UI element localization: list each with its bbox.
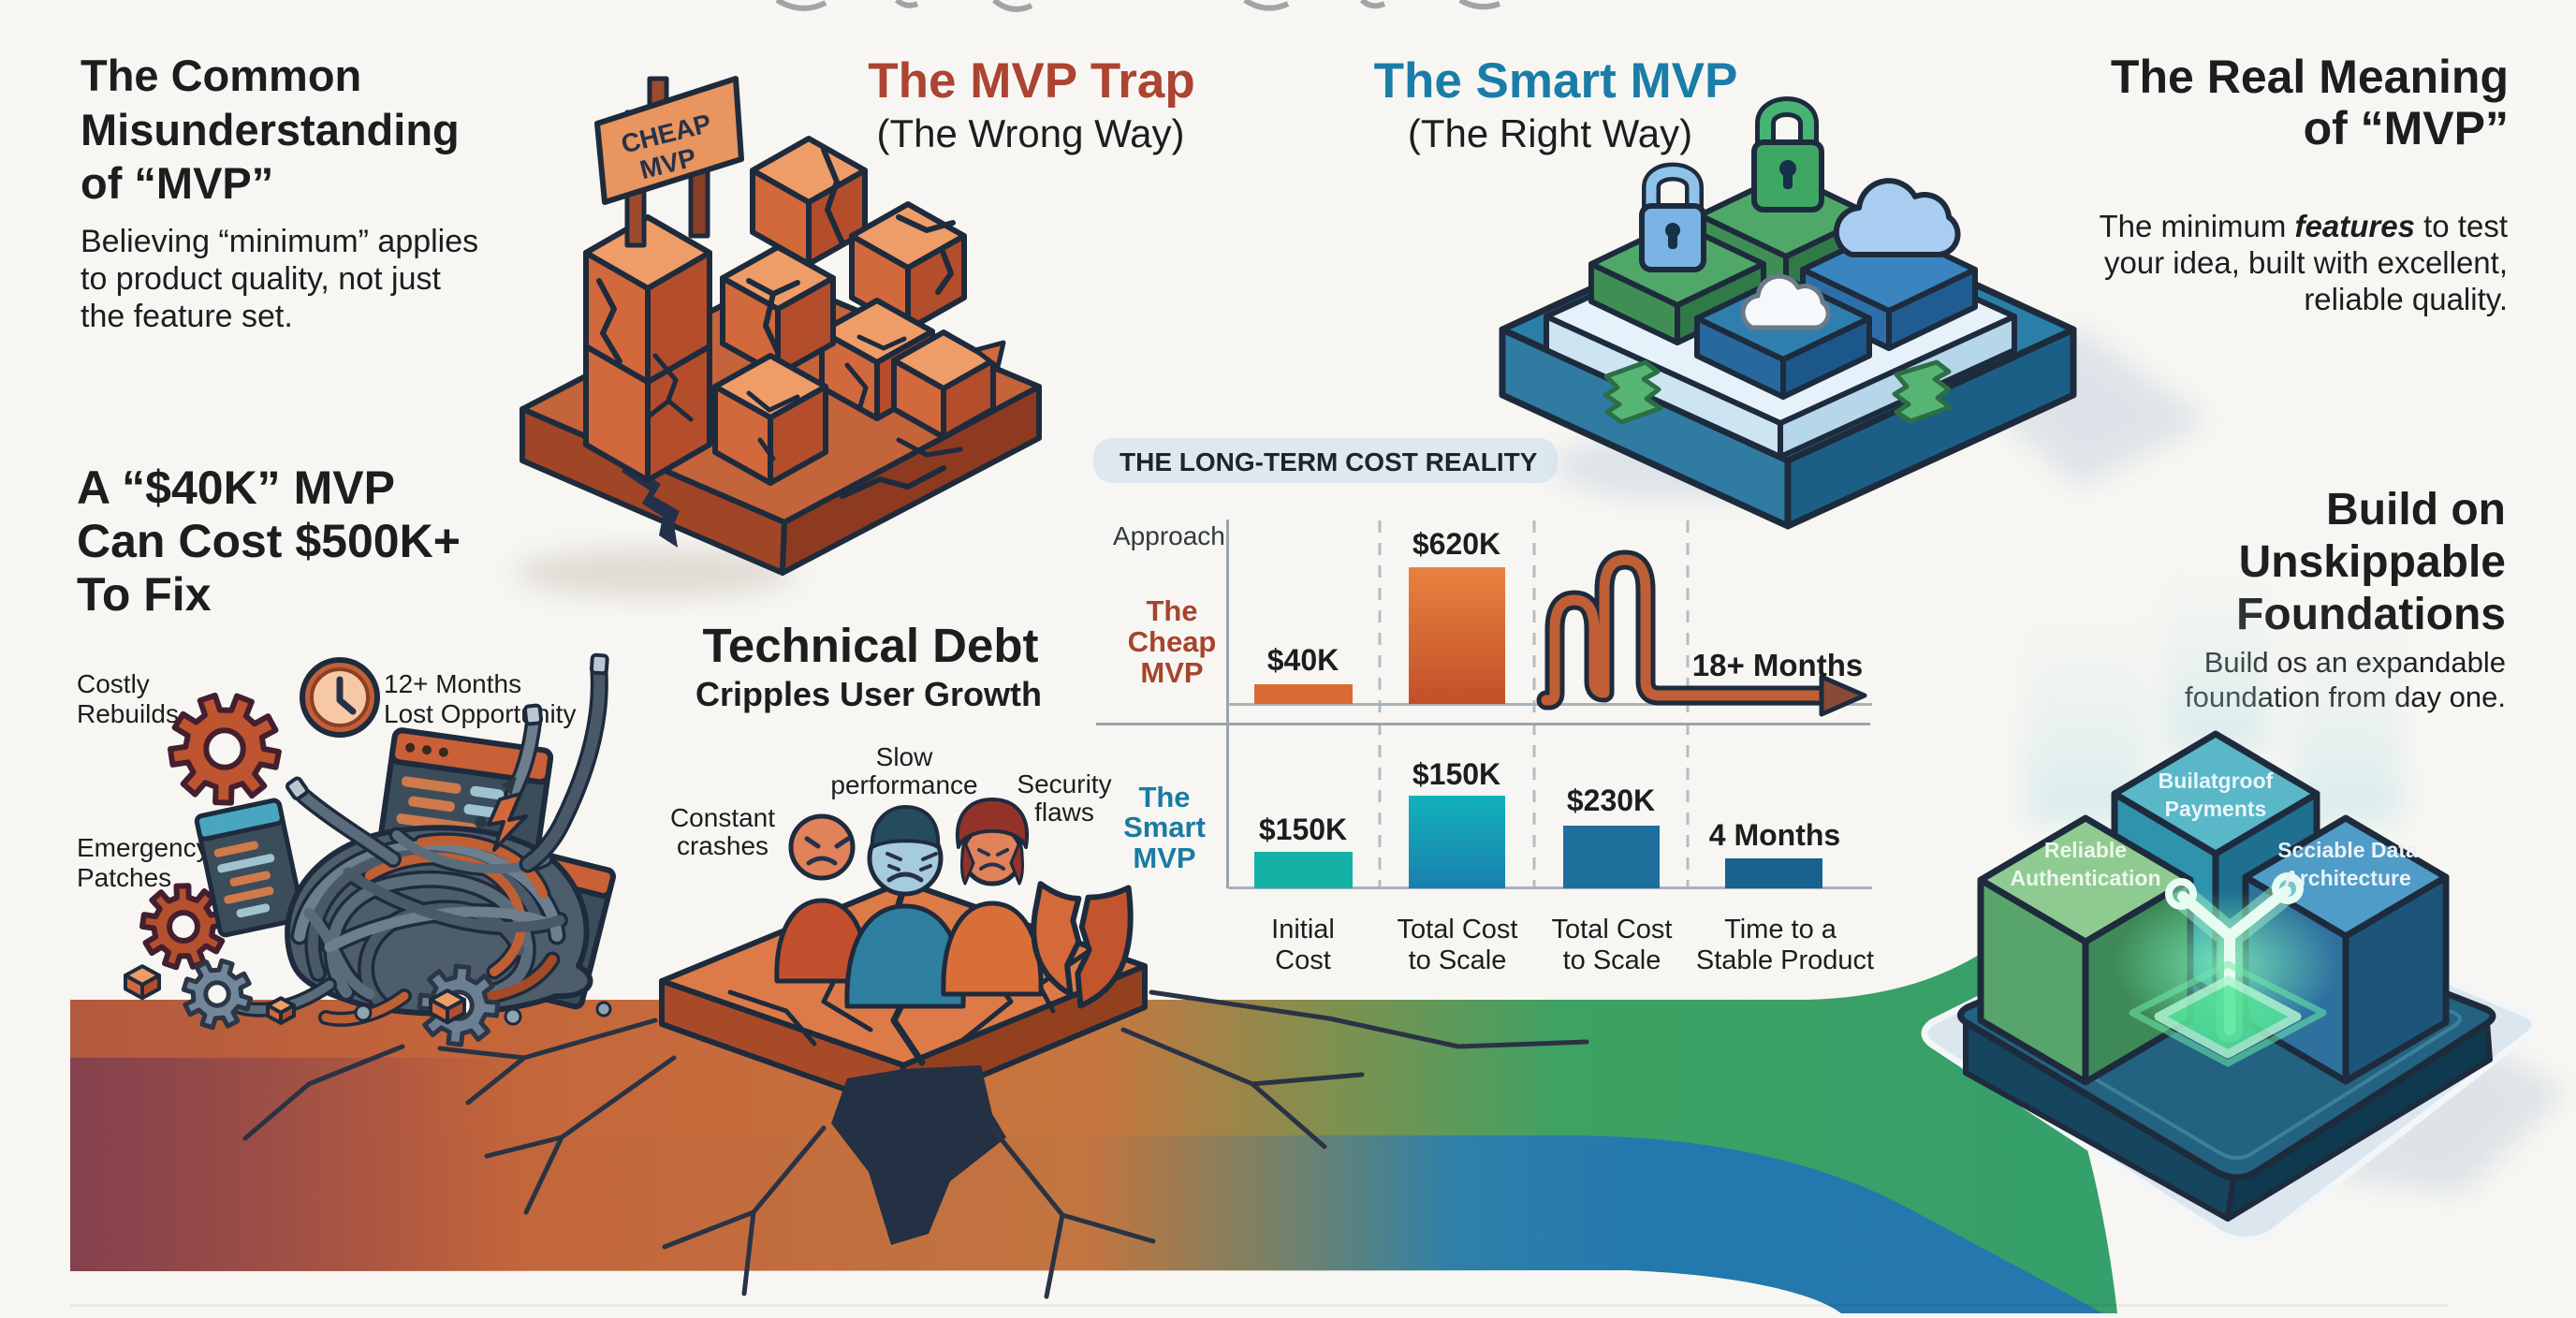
- svg-text:To Fix: To Fix: [77, 568, 212, 621]
- svg-text:Cheap: Cheap: [1128, 625, 1217, 658]
- svg-text:Security: Security: [1017, 769, 1111, 798]
- svg-text:Costly: Costly: [77, 669, 150, 698]
- svg-text:Initial: Initial: [1271, 915, 1335, 945]
- svg-text:Smart: Smart: [1123, 811, 1206, 843]
- svg-text:MVP: MVP: [1140, 656, 1203, 689]
- svg-text:4 Months: 4 Months: [1709, 818, 1840, 852]
- svg-text:Total Cost: Total Cost: [1398, 915, 1518, 945]
- svg-text:Patches: Patches: [77, 863, 171, 892]
- svg-text:The MVP Trap: The MVP Trap: [868, 53, 1195, 109]
- svg-text:flaws: flaws: [1034, 798, 1094, 827]
- svg-text:Authentication: Authentication: [2011, 866, 2161, 890]
- svg-text:$230K: $230K: [1567, 783, 1655, 817]
- svg-text:The: The: [1138, 781, 1190, 813]
- svg-text:The: The: [1146, 594, 1197, 627]
- svg-text:reliable quality.: reliable quality.: [2304, 282, 2508, 316]
- svg-text:of “MVP”: of “MVP”: [2304, 102, 2509, 154]
- svg-text:Architecture: Architecture: [2284, 866, 2410, 890]
- svg-text:(The Right Way): (The Right Way): [1408, 111, 1692, 155]
- svg-text:Builatgroof: Builatgroof: [2159, 769, 2274, 793]
- svg-text:The Common: The Common: [80, 51, 361, 100]
- svg-text:Lost Opportunity: Lost Opportunity: [384, 699, 576, 728]
- svg-text:Rebuilds: Rebuilds: [77, 699, 179, 728]
- svg-text:of “MVP”: of “MVP”: [80, 158, 273, 208]
- svg-text:Can Cost $500K+: Can Cost $500K+: [77, 515, 461, 567]
- svg-text:Believing “minimum” applies: Believing “minimum” applies: [80, 224, 478, 259]
- svg-text:MVP: MVP: [1133, 842, 1195, 874]
- svg-text:The Real Meaning: The Real Meaning: [2111, 51, 2509, 103]
- svg-text:Emergency: Emergency: [77, 833, 210, 862]
- svg-text:12+ Months: 12+ Months: [384, 669, 521, 698]
- svg-text:to product quality, not just: to product quality, not just: [80, 261, 441, 297]
- svg-text:Approach: Approach: [1113, 521, 1225, 550]
- svg-text:Total Cost: Total Cost: [1552, 915, 1673, 945]
- svg-text:A “$40K” MVP: A “$40K” MVP: [77, 461, 395, 514]
- svg-text:your idea, built with excellen: your idea, built with excellent,: [2104, 245, 2508, 280]
- svg-text:$40K: $40K: [1267, 643, 1339, 677]
- svg-text:Scciable Data: Scciable Data: [2277, 838, 2418, 862]
- svg-text:The Smart MVP: The Smart MVP: [1374, 53, 1738, 109]
- svg-text:Stable Product: Stable Product: [1696, 945, 1874, 975]
- svg-text:(The Wrong Way): (The Wrong Way): [876, 111, 1184, 155]
- svg-text:$150K: $150K: [1259, 813, 1347, 846]
- svg-text:Payments: Payments: [2165, 797, 2267, 821]
- svg-text:Technical Debt: Technical Debt: [703, 619, 1039, 672]
- svg-text:Cost: Cost: [1275, 945, 1331, 975]
- svg-text:Misunderstanding: Misunderstanding: [80, 105, 460, 154]
- svg-text:$620K: $620K: [1412, 527, 1500, 561]
- svg-text:$150K: $150K: [1412, 757, 1500, 791]
- svg-text:The minimum features to test: The minimum features to test: [2100, 209, 2509, 243]
- svg-text:Reliable: Reliable: [2044, 838, 2127, 862]
- svg-text:crashes: crashes: [677, 831, 768, 860]
- svg-text:Build on: Build on: [2326, 485, 2506, 535]
- svg-text:to Scale: to Scale: [1563, 945, 1661, 975]
- svg-text:Slow: Slow: [876, 742, 933, 771]
- svg-text:Constant: Constant: [670, 803, 775, 832]
- svg-text:Cripples User Growth: Cripples User Growth: [695, 675, 1042, 713]
- svg-text:to Scale: to Scale: [1409, 945, 1507, 975]
- svg-text:18+ Months: 18+ Months: [1692, 648, 1863, 682]
- svg-text:performance: performance: [830, 770, 977, 799]
- svg-text:THE LONG-TERM COST REALITY: THE LONG-TERM COST REALITY: [1120, 447, 1538, 476]
- svg-text:Time to a: Time to a: [1724, 915, 1837, 945]
- svg-text:the feature set.: the feature set.: [80, 299, 293, 334]
- svg-text:Unskippable: Unskippable: [2239, 537, 2506, 587]
